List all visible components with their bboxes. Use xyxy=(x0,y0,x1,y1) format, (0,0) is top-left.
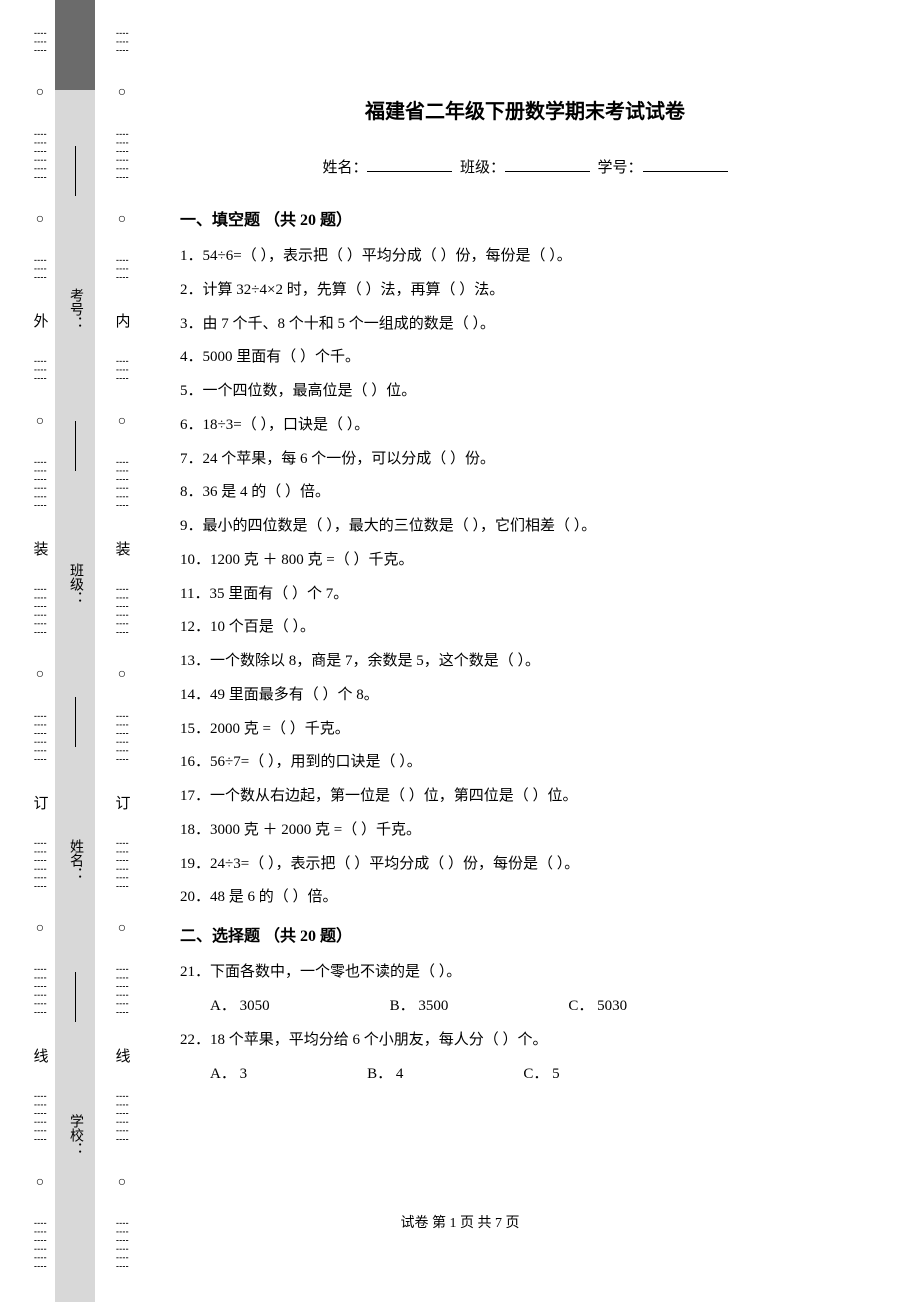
binding-char-zhuang: 装 xyxy=(30,541,51,556)
binding-margin-outer: ┊┊┊ ○ ┊┊┊┊┊┊ ○ ┊┊┊ 外 ┊┊┊ ○ ┊┊┊┊┊┊ 装 ┊┊┊┊… xyxy=(30,0,50,1302)
binding-char-nei: 内 xyxy=(112,313,133,328)
q13: 13．一个数除以 8，商是 7，余数是 5，这个数是（ ）。 xyxy=(180,645,870,679)
underline xyxy=(75,972,76,1022)
binding-field-labels: 学校： 姓名： 班级： 考号： xyxy=(55,0,95,1302)
q1: 1．54÷6=（ ），表示把（ ）平均分成（ ）份，每份是（ ）。 xyxy=(180,240,870,274)
q4: 4．5000 里面有（ ）个千。 xyxy=(180,341,870,375)
binding-char-xian: 线 xyxy=(30,1048,51,1063)
q8: 8．36 是 4 的（ ）倍。 xyxy=(180,476,870,510)
student-info-line: 姓名： 班级： 学号： xyxy=(180,152,870,185)
name-blank xyxy=(367,158,452,172)
class-blank xyxy=(505,158,590,172)
circle-icon: ○ xyxy=(36,668,44,682)
class-label: 班级： xyxy=(460,160,505,176)
q21: 21．下面各数中，一个零也不读的是（ ）。 xyxy=(180,956,870,990)
label-exam-no: 考号： xyxy=(65,288,85,330)
q22: 22．18 个苹果，平均分给 6 个小朋友，每人分（ ）个。 xyxy=(180,1024,870,1058)
binding-char-xian: 线 xyxy=(112,1048,133,1063)
q12: 12．10 个百是（ ）。 xyxy=(180,611,870,645)
dots: ┊┊┊ xyxy=(116,358,129,384)
q11: 11．35 里面有（ ）个 7。 xyxy=(180,578,870,612)
dots: ┊┊┊┊┊┊ xyxy=(34,131,47,183)
dots: ┊┊┊┊┊┊ xyxy=(34,459,47,511)
q5: 5．一个四位数，最高位是（ ）位。 xyxy=(180,375,870,409)
circle-icon: ○ xyxy=(118,86,126,100)
circle-icon: ○ xyxy=(36,922,44,936)
q21-opt-a: A． 3050 xyxy=(210,990,270,1024)
dots: ┊┊┊┊┊┊ xyxy=(116,586,129,638)
exam-title: 福建省二年级下册数学期末考试试卷 xyxy=(180,90,870,134)
q18: 18．3000 克 ＋ 2000 克 =（ ）千克。 xyxy=(180,814,870,848)
dots: ┊┊┊┊┊┊ xyxy=(116,1093,129,1145)
binding-char-ding: 订 xyxy=(112,795,133,810)
circle-icon: ○ xyxy=(36,415,44,429)
circle-icon: ○ xyxy=(118,1176,126,1190)
binding-char-wai: 外 xyxy=(30,313,51,328)
dots: ┊┊┊┊┊┊ xyxy=(116,459,129,511)
dots: ┊┊┊ xyxy=(34,257,47,283)
page-footer: 试卷 第 1 页 共 7 页 xyxy=(0,1212,920,1232)
dots: ┊┊┊ xyxy=(116,257,129,283)
q16: 16．56÷7=（ ），用到的口诀是（ ）。 xyxy=(180,746,870,780)
dots: ┊┊┊┊┊┊ xyxy=(34,713,47,765)
q20: 20．48 是 6 的（ ）倍。 xyxy=(180,881,870,915)
circle-icon: ○ xyxy=(118,668,126,682)
underline xyxy=(75,421,76,471)
dots: ┊┊┊┊┊┊ xyxy=(116,713,129,765)
dots: ┊┊┊┊┊┊ xyxy=(34,586,47,638)
q10: 10．1200 克 ＋ 800 克 =（ ）千克。 xyxy=(180,544,870,578)
dots: ┊┊┊ xyxy=(116,30,129,56)
id-label: 学号： xyxy=(598,160,643,176)
q2: 2．计算 32÷4×2 时，先算（ ）法，再算（ ）法。 xyxy=(180,274,870,308)
q21-opt-c: C． 5030 xyxy=(568,990,627,1024)
q6: 6．18÷3=（ ），口诀是（ ）。 xyxy=(180,409,870,443)
underline xyxy=(75,146,76,196)
label-school: 学校： xyxy=(65,1114,85,1156)
circle-icon: ○ xyxy=(118,213,126,227)
q14: 14．49 里面最多有（ ）个 8。 xyxy=(180,679,870,713)
q19: 19．24÷3=（ ），表示把（ ）平均分成（ ）份，每份是（ ）。 xyxy=(180,848,870,882)
section1-heading: 一、填空题 （共 20 题） xyxy=(180,203,870,238)
q3: 3．由 7 个千、8 个十和 5 个一组成的数是（ ）。 xyxy=(180,308,870,342)
dots: ┊┊┊┊┊┊ xyxy=(116,840,129,892)
binding-margin-inner: ┊┊┊ ○ ┊┊┊┊┊┊ ○ ┊┊┊ 内 ┊┊┊ ○ ┊┊┊┊┊┊ 装 ┊┊┊┊… xyxy=(112,0,132,1302)
label-class: 班级： xyxy=(65,563,85,605)
q22-opt-a: A． 3 xyxy=(210,1058,247,1092)
dots: ┊┊┊┊┊┊ xyxy=(116,131,129,183)
dots: ┊┊┊┊┊┊ xyxy=(34,966,47,1018)
section2-heading: 二、选择题 （共 20 题） xyxy=(180,919,870,954)
circle-icon: ○ xyxy=(36,213,44,227)
q17: 17．一个数从右边起，第一位是（ ）位，第四位是（ ）位。 xyxy=(180,780,870,814)
dots: ┊┊┊┊┊┊ xyxy=(34,1093,47,1145)
q15: 15．2000 克 =（ ）千克。 xyxy=(180,713,870,747)
circle-icon: ○ xyxy=(118,922,126,936)
binding-char-ding: 订 xyxy=(30,795,51,810)
dots: ┊┊┊ xyxy=(34,30,47,56)
dots: ┊┊┊┊┊┊ xyxy=(34,840,47,892)
q9: 9．最小的四位数是（ ），最大的三位数是（ ），它们相差（ ）。 xyxy=(180,510,870,544)
dots: ┊┊┊┊┊┊ xyxy=(116,966,129,1018)
circle-icon: ○ xyxy=(36,1176,44,1190)
circle-icon: ○ xyxy=(118,415,126,429)
exam-content: 福建省二年级下册数学期末考试试卷 姓名： 班级： 学号： 一、填空题 （共 20… xyxy=(180,90,870,1091)
q21-options: A． 3050 B． 3500 C． 5030 xyxy=(180,990,870,1024)
id-blank xyxy=(643,158,728,172)
q22-options: A． 3 B． 4 C． 5 xyxy=(180,1058,870,1092)
dots: ┊┊┊ xyxy=(34,358,47,384)
q7: 7．24 个苹果，每 6 个一份，可以分成（ ）份。 xyxy=(180,443,870,477)
label-name: 姓名： xyxy=(65,839,85,881)
circle-icon: ○ xyxy=(36,86,44,100)
binding-char-zhuang: 装 xyxy=(112,541,133,556)
underline xyxy=(75,697,76,747)
q22-opt-b: B． 4 xyxy=(367,1058,403,1092)
name-label: 姓名： xyxy=(322,160,367,176)
q21-opt-b: B． 3500 xyxy=(390,990,449,1024)
q22-opt-c: C． 5 xyxy=(523,1058,559,1092)
